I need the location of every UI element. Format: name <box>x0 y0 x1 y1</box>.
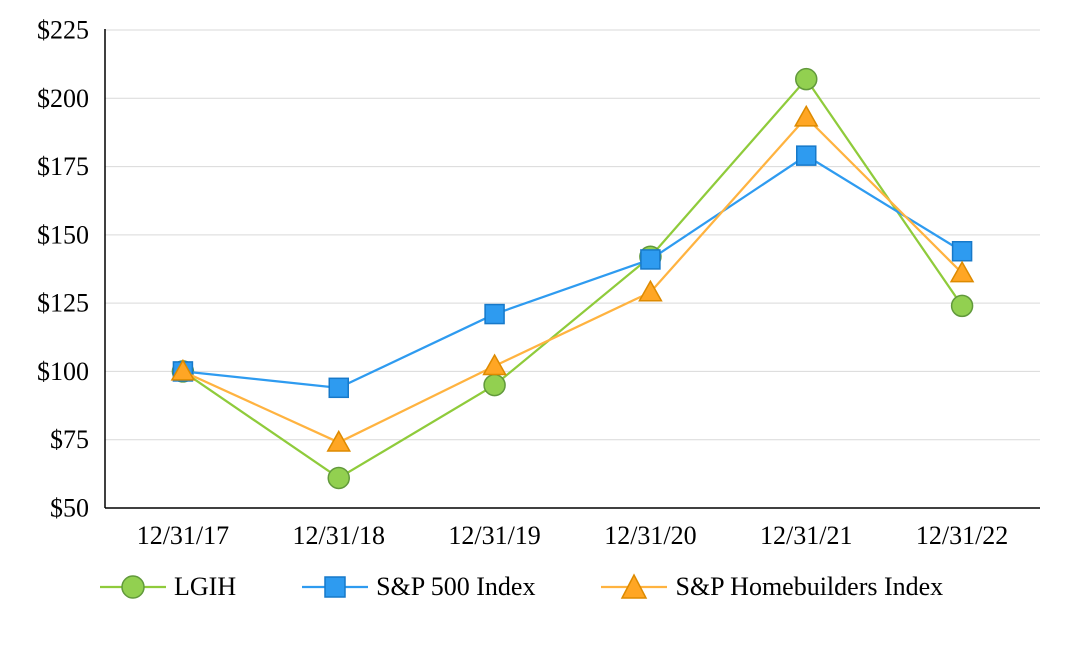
marker-triangle <box>482 353 507 376</box>
marker-triangle <box>326 429 352 452</box>
y-tick-label: $75 <box>50 425 89 454</box>
marker-triangle <box>949 260 975 283</box>
x-tick-label: 12/31/17 <box>137 521 229 550</box>
lgih-legend-marker <box>121 575 145 599</box>
marker-circle <box>950 294 974 318</box>
x-tick-label: 12/31/22 <box>916 521 1008 550</box>
series-0 <box>171 67 974 490</box>
legend-label-sp500: S&P 500 Index <box>376 572 536 601</box>
marker-square <box>640 249 661 270</box>
marker-square <box>796 145 817 166</box>
marker-square <box>484 303 505 325</box>
y-tick-label: $100 <box>37 357 89 386</box>
y-tick-label: $125 <box>37 289 89 318</box>
series-line <box>182 115 963 444</box>
series-line <box>182 77 964 480</box>
marker-circle <box>327 466 350 490</box>
x-tick-label: 12/31/19 <box>448 521 540 550</box>
y-tick-label: $175 <box>37 152 89 181</box>
marker-square <box>951 240 973 262</box>
chart-legend: LGIH S&P 500 Index S&P Homebuilders Inde… <box>0 572 1066 602</box>
performance-chart: $225 $200 $175 $150 $125 $100 $75 $50 12/31/17 12… <box>37 16 1040 550</box>
series-2 <box>170 104 975 452</box>
y-tick-label: $200 <box>37 84 89 113</box>
lgih-circle-icon <box>100 575 166 599</box>
y-tick-label: $50 <box>50 494 89 523</box>
x-tick-label: 12/31/21 <box>760 521 852 550</box>
legend-item-lgih: LGIH <box>100 572 236 602</box>
series-1 <box>172 145 973 399</box>
marker-circle <box>483 373 506 397</box>
marker-triangle <box>170 358 196 381</box>
series-line <box>182 154 963 389</box>
homebuilders-legend-marker <box>621 573 648 599</box>
legend-item-homebuilders: S&P Homebuilders Index <box>601 572 943 602</box>
legend-item-sp500: S&P 500 Index <box>302 572 535 602</box>
legend-label-homebuilders: S&P Homebuilders Index <box>675 572 944 601</box>
marker-circle <box>795 67 818 91</box>
x-tick-label: 12/31/20 <box>604 521 696 550</box>
x-tick-label: 12/31/18 <box>293 521 385 550</box>
gridlines <box>105 29 1040 441</box>
marker-triangle <box>638 279 663 302</box>
homebuilders-triangle-icon <box>601 573 668 599</box>
sp500-square-icon <box>302 576 369 598</box>
sp500-legend-marker <box>324 576 346 598</box>
marker-triangle <box>793 104 819 127</box>
legend-label-lgih: LGIH <box>174 572 237 601</box>
marker-square <box>328 377 349 399</box>
y-tick-label: $150 <box>37 220 89 249</box>
y-tick-label: $225 <box>37 16 89 45</box>
